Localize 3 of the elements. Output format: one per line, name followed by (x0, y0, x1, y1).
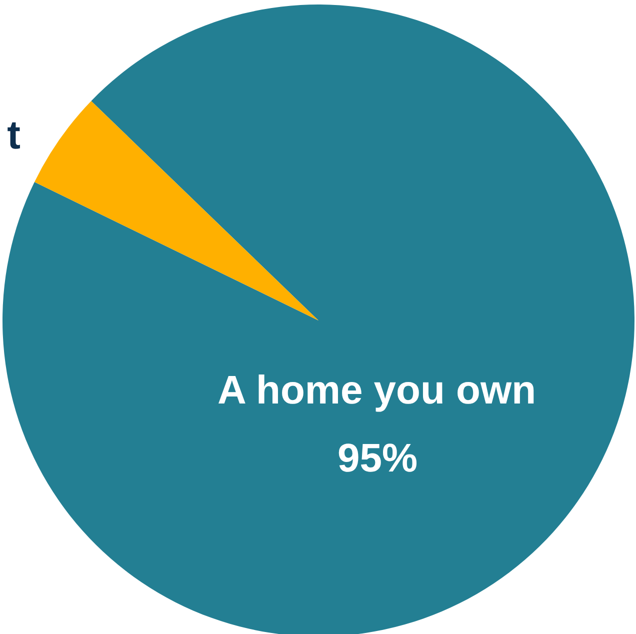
data-label: 95% (337, 436, 418, 480)
slice-label: A home you own (218, 368, 536, 412)
slice-label: t (7, 114, 21, 158)
